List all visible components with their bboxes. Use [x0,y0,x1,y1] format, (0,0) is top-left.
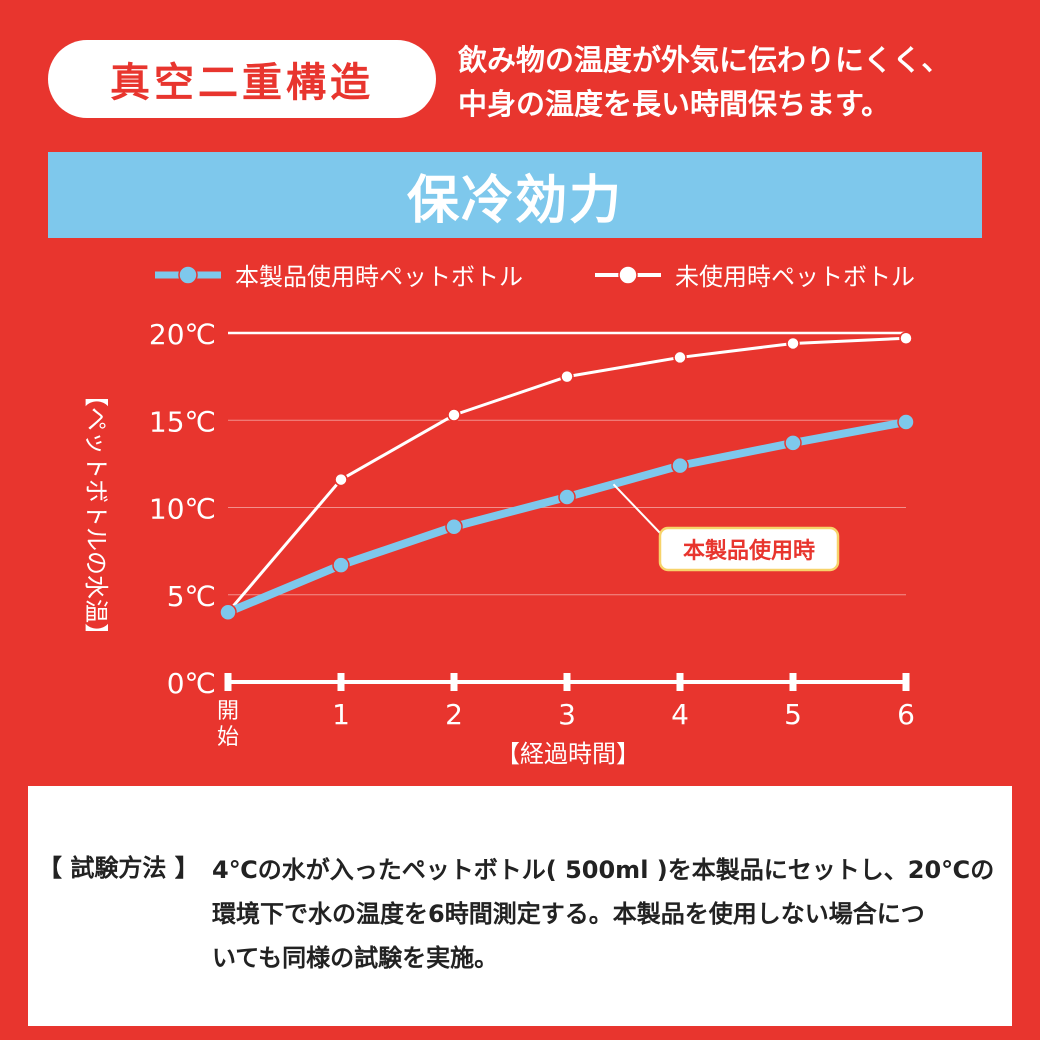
series-point-1 [447,408,461,422]
legend-label-1: 未使用時ペットボトル [675,263,915,291]
method-line-3: いても同様の試験を実施。 [212,944,499,972]
vacuum-structure-pill: 真空二重構造 [48,40,436,118]
section-banner: 保冷効力 [48,152,982,238]
y-tick-label: 20℃ [149,318,216,351]
x-tick-label: 開 [217,699,239,724]
pill-label: 真空二重構造 [110,60,374,106]
series-point-0 [558,488,576,506]
y-axis-title: 【ペットボトルの水温】 [82,383,110,647]
x-axis-title: 【経過時間】 [496,740,640,768]
legend-label-0: 本製品使用時ペットボトル [235,263,523,291]
legend-marker-1 [618,265,638,285]
x-tick-label: 1 [332,698,350,731]
method-line-1: 4℃の水が入ったペットボトル( 500ml )を本製品にセットし、20℃の [212,856,995,884]
series-point-0 [219,603,237,621]
y-tick-label: 10℃ [149,493,216,526]
intro-line-1: 飲み物の温度が外気に伝わりにくく、 [458,43,951,77]
x-tick-label: 2 [445,698,463,731]
x-tick-label: 6 [897,698,915,731]
legend-marker-0 [178,265,198,285]
method-label: 【 試験方法 】 [38,854,199,882]
y-tick-label: 15℃ [149,405,216,438]
intro-description: 飲み物の温度が外気に伝わりにくく、 中身の温度を長い時間保ちます。 [458,38,1028,126]
series-point-0 [784,434,802,452]
annotation-label: 本製品使用時 [683,538,815,564]
banner-title: 保冷効力 [406,170,623,231]
annotation-leader [612,483,663,536]
x-tick-label: 5 [784,698,802,731]
series-point-1 [560,369,574,384]
series-point-0 [332,556,350,574]
annotation-box [658,526,840,572]
cold-retention-chart: 本製品使用時ペットボトル 未使用時ペットボトル 0℃ 5℃ 10℃ 15℃ 20℃ 開始 1 2 3… [82,263,915,768]
x-tick-label: 4 [671,698,689,731]
series-point-1 [334,472,348,487]
series-point-1 [786,336,800,351]
series-point-1 [899,331,913,345]
method-line-2: 環境下で水の温度を6時間測定する。本製品を使用しない場合につ [212,900,925,928]
test-method-box: 【 試験方法 】 4℃の水が入ったペットボトル( 500ml )を本製品にセット… [28,786,1012,1026]
method-text: 4℃の水が入ったペットボトル( 500ml )を本製品にセットし、20℃の 環境… [212,848,1002,980]
x-tick-label: 始 [217,725,239,750]
series-point-0 [445,517,463,536]
series-point-1 [673,350,687,365]
y-tick-label: 0℃ [167,667,216,700]
series-point-0 [897,413,915,431]
y-tick-label: 5℃ [167,580,216,613]
x-tick-label: 3 [558,698,576,731]
intro-line-2: 中身の温度を長い時間保ちます。 [458,87,891,121]
series-point-0 [671,456,689,475]
series-line-0 [226,418,907,616]
